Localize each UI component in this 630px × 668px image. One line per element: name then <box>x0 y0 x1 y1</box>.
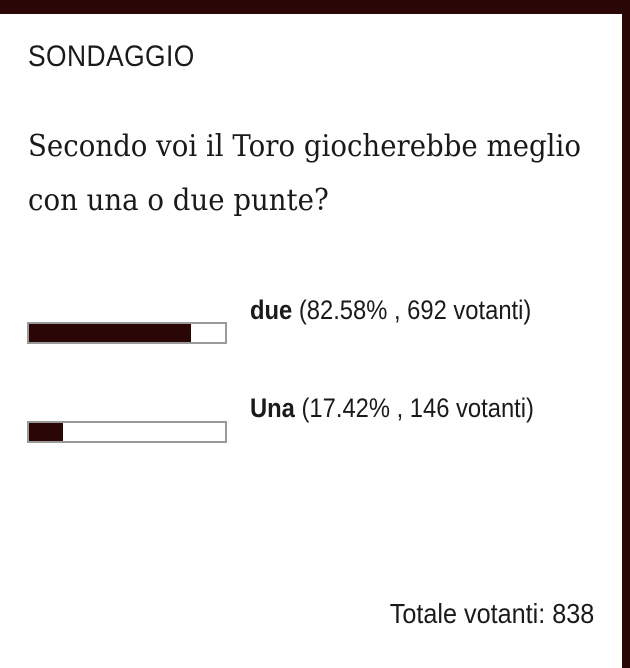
result-bar <box>27 322 227 344</box>
option-label: Una (17.42% , 146 votanti) <box>250 386 540 430</box>
poll-title: SONDAGGIO <box>28 40 195 73</box>
poll-question: Secondo voi il Toro giocherebbe meglio c… <box>28 129 581 218</box>
result-bar-fill <box>29 324 191 342</box>
option-label: due (82.58% , 692 votanti) <box>250 288 540 332</box>
top-border <box>0 0 630 14</box>
option-name: Una <box>250 393 295 423</box>
result-bar-fill <box>29 423 64 441</box>
total-voters: Totale votanti: 838 <box>389 598 594 629</box>
option-name: due <box>250 295 293 325</box>
option-detail: (17.42% , 146 votanti) <box>301 393 534 423</box>
option-detail: (82.58% , 692 votanti) <box>298 295 532 325</box>
result-bar <box>27 421 227 443</box>
right-border <box>622 0 630 668</box>
